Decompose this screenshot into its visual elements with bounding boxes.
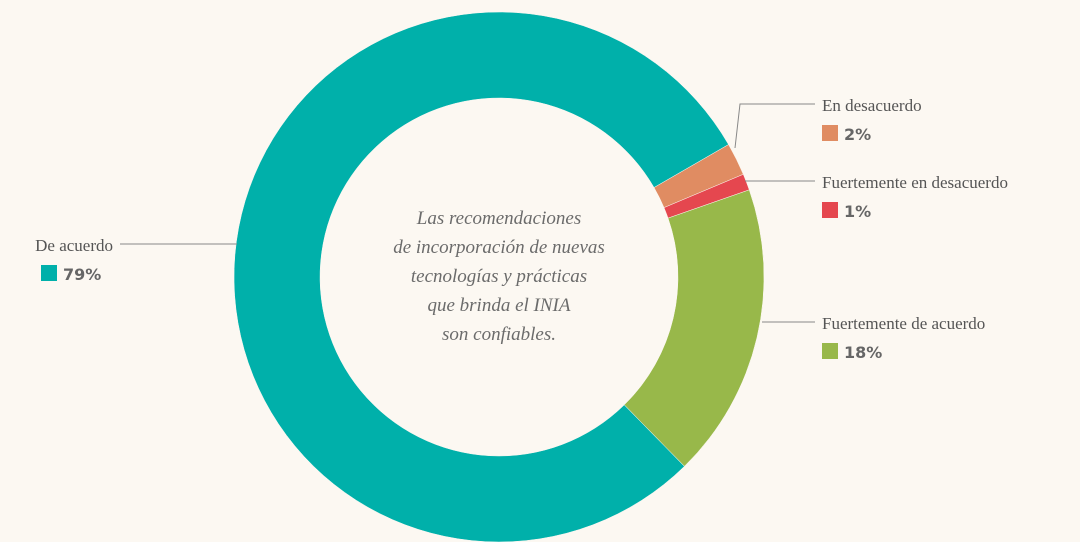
legend-label: Fuertemente de acuerdo [822,314,985,333]
center-text: son confiables. [442,324,556,345]
value-label: 79% [63,265,101,284]
center-text: tecnologías y prácticas [411,266,587,287]
donut-slice [623,189,765,467]
leader-line [734,103,815,149]
legend-label: De acuerdo [35,236,113,255]
legend-label: En desacuerdo [822,96,922,115]
value-label: 2% [844,125,871,144]
value-label: 18% [844,343,882,362]
legend-swatch [822,202,838,218]
value-label: 1% [844,202,871,221]
legend-swatch [822,125,838,141]
legend-swatch [822,343,838,359]
center-text: que brinda el INIA [427,295,570,316]
legend-label: Fuertemente en desacuerdo [822,173,1008,192]
center-text: Las recomendaciones [416,208,581,229]
legend-swatch [41,265,57,281]
center-text: de incorporación de nuevas [393,237,605,258]
donut-slice [233,11,729,542]
